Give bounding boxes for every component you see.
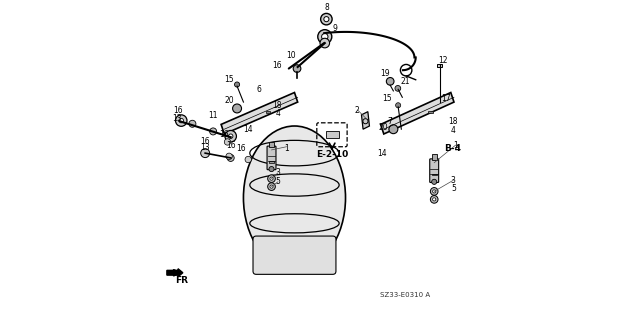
Circle shape bbox=[175, 115, 187, 126]
Circle shape bbox=[189, 120, 196, 127]
FancyBboxPatch shape bbox=[253, 236, 336, 274]
Circle shape bbox=[431, 179, 436, 184]
Text: 11: 11 bbox=[209, 111, 218, 120]
Circle shape bbox=[324, 17, 329, 22]
Text: 18: 18 bbox=[272, 101, 282, 110]
Text: 9: 9 bbox=[333, 24, 337, 33]
Circle shape bbox=[321, 33, 328, 40]
Text: 1: 1 bbox=[284, 144, 289, 153]
FancyBboxPatch shape bbox=[429, 159, 438, 182]
Circle shape bbox=[396, 103, 401, 108]
Text: 13: 13 bbox=[172, 114, 182, 122]
Circle shape bbox=[225, 130, 236, 142]
Circle shape bbox=[321, 13, 332, 25]
Circle shape bbox=[268, 183, 275, 190]
Circle shape bbox=[269, 167, 274, 172]
Text: 5: 5 bbox=[275, 177, 280, 186]
Circle shape bbox=[387, 78, 394, 85]
Circle shape bbox=[320, 38, 330, 48]
Polygon shape bbox=[362, 112, 369, 129]
Text: 16: 16 bbox=[219, 130, 228, 139]
Text: 12: 12 bbox=[438, 56, 447, 65]
Text: 3: 3 bbox=[451, 176, 456, 185]
Text: 5: 5 bbox=[451, 184, 456, 193]
Text: 10: 10 bbox=[287, 51, 296, 60]
Bar bbox=[266, 111, 270, 113]
Text: 21: 21 bbox=[401, 77, 410, 86]
Circle shape bbox=[179, 118, 184, 123]
Circle shape bbox=[270, 185, 273, 188]
Polygon shape bbox=[221, 93, 298, 134]
Circle shape bbox=[395, 85, 401, 91]
Circle shape bbox=[293, 65, 301, 72]
Text: 15: 15 bbox=[382, 94, 392, 103]
Text: 20: 20 bbox=[378, 123, 388, 132]
Circle shape bbox=[433, 190, 436, 193]
Text: 1: 1 bbox=[453, 141, 458, 150]
Ellipse shape bbox=[243, 126, 346, 270]
Polygon shape bbox=[381, 93, 454, 134]
Text: 14: 14 bbox=[243, 125, 253, 134]
Text: 16: 16 bbox=[173, 106, 183, 115]
Circle shape bbox=[430, 188, 438, 195]
Circle shape bbox=[268, 175, 275, 182]
Bar bbox=[326, 131, 339, 138]
Text: 16: 16 bbox=[272, 61, 282, 70]
Circle shape bbox=[232, 104, 241, 113]
Bar bbox=[431, 154, 436, 160]
Bar bbox=[428, 111, 433, 113]
Bar bbox=[437, 64, 442, 67]
Text: SZ33-E0310 A: SZ33-E0310 A bbox=[380, 292, 431, 298]
Text: 16: 16 bbox=[200, 137, 209, 146]
Text: 2: 2 bbox=[355, 106, 360, 115]
Text: 17: 17 bbox=[441, 94, 451, 103]
Text: 16: 16 bbox=[226, 141, 236, 150]
Text: 6: 6 bbox=[257, 85, 262, 94]
Text: 20: 20 bbox=[224, 96, 234, 105]
Circle shape bbox=[210, 128, 217, 135]
Text: 16: 16 bbox=[236, 144, 246, 153]
Text: 3: 3 bbox=[275, 168, 280, 177]
Bar bbox=[431, 174, 436, 175]
Circle shape bbox=[318, 30, 332, 44]
Text: E-2-10: E-2-10 bbox=[316, 150, 348, 159]
Circle shape bbox=[245, 156, 252, 163]
Text: 4: 4 bbox=[275, 109, 280, 118]
Circle shape bbox=[234, 82, 239, 87]
Text: 15: 15 bbox=[224, 75, 234, 84]
Text: 13: 13 bbox=[200, 143, 210, 152]
Text: 19: 19 bbox=[381, 69, 390, 78]
Bar bbox=[269, 161, 274, 163]
Text: 8: 8 bbox=[324, 4, 329, 12]
Bar bbox=[269, 142, 274, 147]
FancyBboxPatch shape bbox=[267, 146, 276, 170]
Text: 4: 4 bbox=[451, 126, 456, 135]
Text: FR: FR bbox=[175, 276, 188, 285]
Circle shape bbox=[228, 134, 233, 138]
Circle shape bbox=[270, 177, 273, 180]
Circle shape bbox=[226, 153, 232, 160]
FancyArrow shape bbox=[167, 269, 183, 277]
Text: 18: 18 bbox=[449, 117, 458, 126]
Circle shape bbox=[224, 139, 230, 145]
Text: 14: 14 bbox=[378, 149, 387, 158]
Text: B-4: B-4 bbox=[444, 144, 461, 153]
Circle shape bbox=[430, 196, 438, 203]
Circle shape bbox=[389, 125, 398, 134]
Circle shape bbox=[433, 198, 436, 201]
Circle shape bbox=[201, 149, 210, 158]
Text: 7: 7 bbox=[388, 117, 392, 126]
Circle shape bbox=[227, 154, 234, 161]
